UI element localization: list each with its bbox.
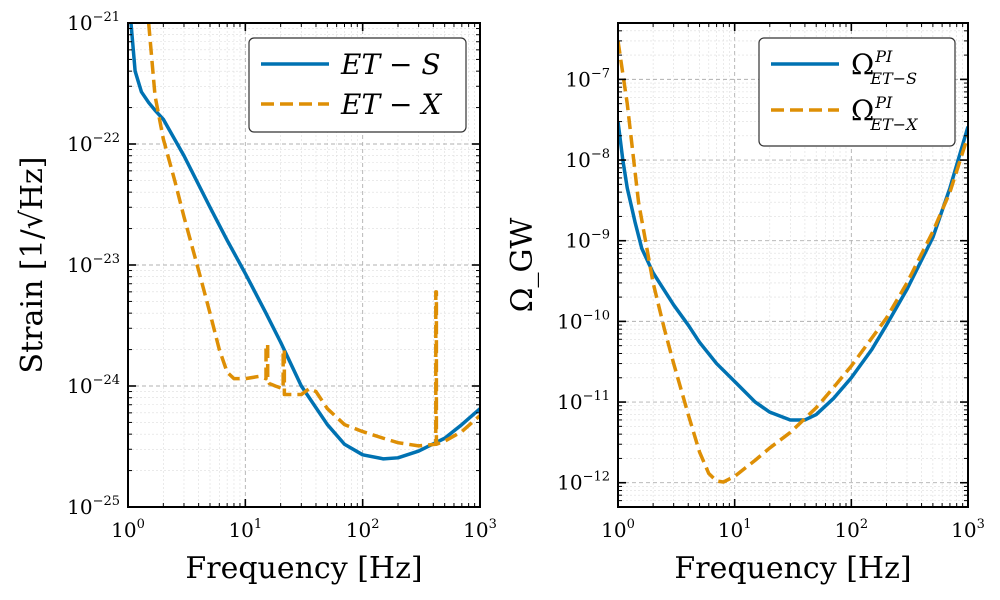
legend-label: ET − X — [340, 88, 442, 121]
legend-label: ET − S — [340, 48, 441, 81]
legend-label: ΩPI ET−S — [851, 47, 917, 88]
y-tick-label: 10−12 — [557, 470, 610, 495]
y-tick-label: 10−23 — [67, 252, 120, 277]
x-tick-label: 102 — [346, 517, 380, 542]
x-tick-label: 100 — [601, 517, 635, 542]
plot-frame — [617, 22, 969, 508]
series-line-et-x — [618, 40, 968, 484]
chart-strain: 100 101 102 103 10−25 10−24 10−23 10−22 10−21 Fre… — [15, 10, 497, 586]
x-tick-label: 103 — [951, 517, 985, 542]
y-tick-label: 10−10 — [557, 308, 610, 333]
plot-frame — [127, 22, 481, 508]
y-tick-label: 10−25 — [67, 494, 120, 519]
y-axis-label: Strain [1/√Hz] — [15, 157, 50, 374]
y-tick-label: 10−7 — [565, 66, 610, 91]
x-tick-label: 100 — [111, 517, 145, 542]
y-tick-label: 10−9 — [565, 228, 610, 253]
y-tick-label: 10−24 — [67, 373, 120, 398]
x-axis-label: Frequency [Hz] — [185, 551, 422, 586]
legend-box — [248, 37, 467, 133]
series-line-et-x — [146, 23, 480, 448]
series-group — [129, 23, 480, 461]
x-tick-label: 103 — [463, 517, 497, 542]
y-axis-label: Ω_GW — [505, 218, 540, 313]
y-tick-label: 10−22 — [67, 131, 120, 156]
legend: ΩPI ET−S ΩPI ET−X — [758, 37, 956, 147]
chart-omega: 100 101 102 103 10−12 10−11 10−10 10−9 10−8 10−7 F… — [505, 22, 985, 586]
x-axis-label: Frequency [Hz] — [674, 551, 911, 586]
series-line-et-s — [618, 121, 968, 422]
x-tick-label: 101 — [718, 517, 752, 542]
series-group — [618, 40, 968, 484]
y-tick-label: 10−11 — [557, 389, 610, 414]
x-tick-label: 102 — [834, 517, 868, 542]
legend-label: ΩPI ET−X — [851, 93, 918, 134]
series-line-et-s — [129, 23, 480, 461]
y-tick-label: 10−8 — [565, 147, 610, 172]
x-tick-label: 101 — [228, 517, 262, 542]
legend: ET − S ET − X — [248, 37, 467, 133]
y-tick-label: 10−21 — [67, 10, 120, 35]
